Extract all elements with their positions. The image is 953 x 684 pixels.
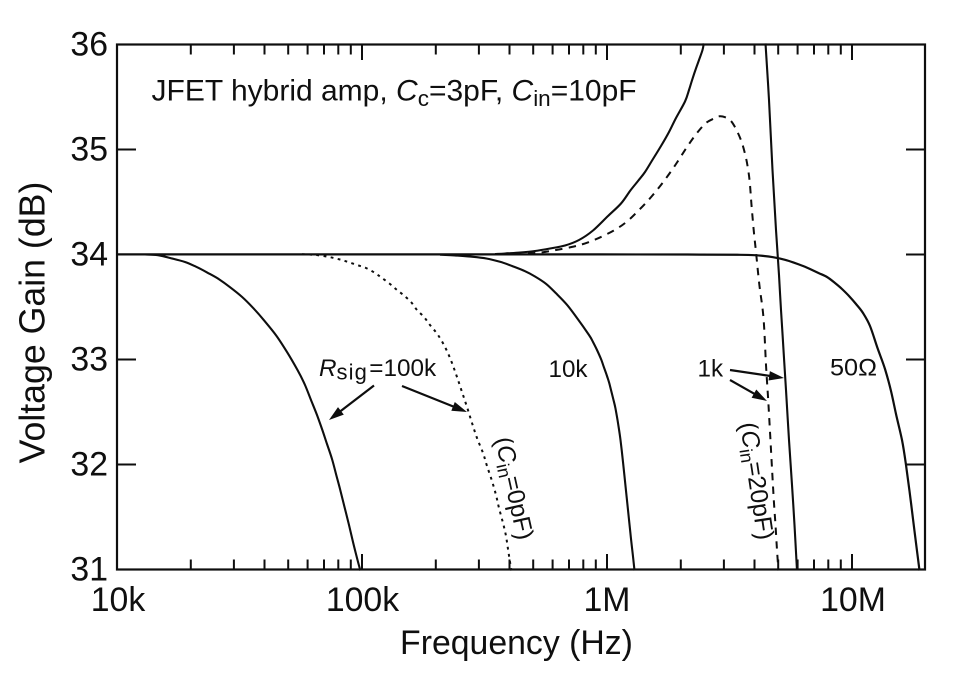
svg-text:1M: 1M xyxy=(584,581,631,619)
svg-text:31: 31 xyxy=(70,551,108,589)
svg-text:32: 32 xyxy=(70,446,108,484)
svg-text:33: 33 xyxy=(70,341,108,379)
svg-text:Rsig: Rsig xyxy=(319,355,368,385)
svg-text:Frequency (Hz): Frequency (Hz) xyxy=(400,624,633,662)
svg-text:10k: 10k xyxy=(549,356,589,383)
svg-text:50Ω: 50Ω xyxy=(830,355,877,382)
svg-text:35: 35 xyxy=(70,131,108,169)
svg-text:34: 34 xyxy=(70,236,108,274)
svg-text:36: 36 xyxy=(70,26,108,64)
svg-text:JFET hybrid amp, Cc=3pF, Cin=1: JFET hybrid amp, Cc=3pF, Cin=10pF xyxy=(152,74,637,111)
svg-text:Voltage Gain (dB): Voltage Gain (dB) xyxy=(13,182,53,464)
svg-text:=100k: =100k xyxy=(369,355,437,382)
svg-text:1k: 1k xyxy=(698,356,724,383)
svg-text:10k: 10k xyxy=(91,581,146,619)
svg-text:10M: 10M xyxy=(820,581,886,619)
svg-text:100k: 100k xyxy=(326,581,399,619)
